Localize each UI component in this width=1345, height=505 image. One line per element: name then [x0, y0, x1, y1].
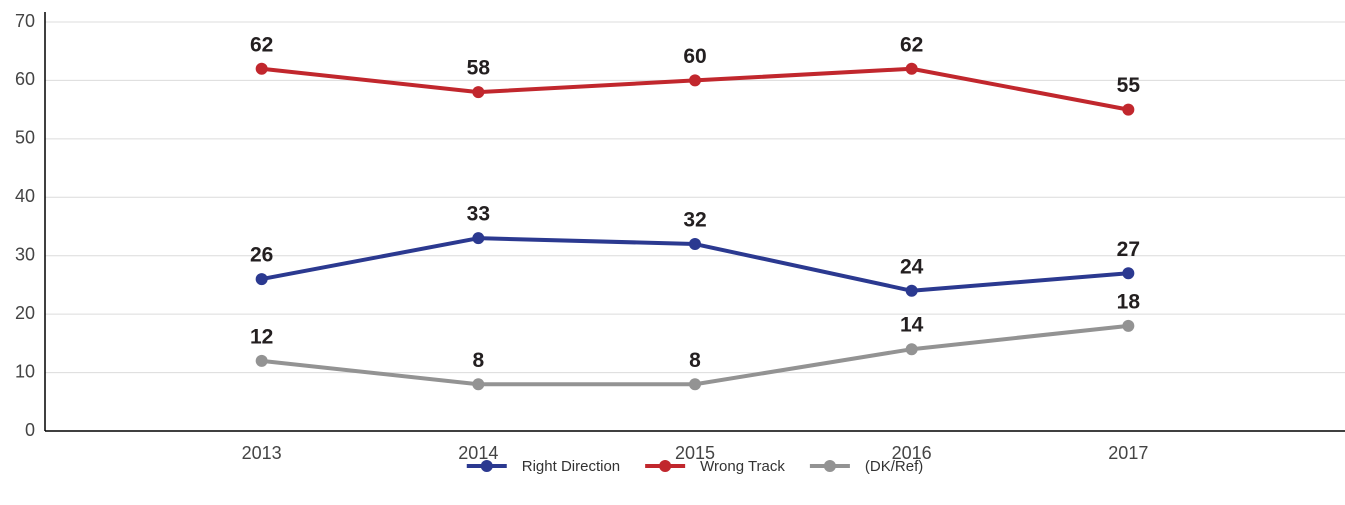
- data-label: 55: [1117, 74, 1141, 97]
- y-tick-label: 20: [15, 303, 35, 323]
- data-label: 8: [689, 349, 701, 372]
- x-tick-label: 2015: [675, 443, 715, 463]
- data-point: [472, 378, 485, 391]
- legend-label: Wrong Track: [700, 458, 785, 475]
- data-label: 32: [683, 209, 706, 232]
- data-point: [905, 343, 918, 356]
- data-label: 33: [467, 203, 490, 226]
- legend-dot: [659, 460, 672, 472]
- data-point: [1122, 103, 1135, 116]
- data-label: 58: [467, 57, 491, 80]
- data-point: [1122, 319, 1135, 332]
- legend-label: Right Direction: [522, 458, 620, 475]
- data-label: 24: [900, 255, 924, 278]
- x-tick-label: 2017: [1108, 443, 1148, 463]
- data-point: [689, 378, 701, 391]
- data-point: [255, 354, 268, 367]
- x-tick-label: 2014: [458, 443, 498, 463]
- data-point: [472, 232, 485, 245]
- data-point: [255, 62, 268, 75]
- y-tick-label: 30: [15, 244, 35, 264]
- legend: Right Direction Wrong Track (DK/Ref): [466, 458, 923, 475]
- y-tick-label: 10: [15, 361, 35, 381]
- data-point: [905, 62, 918, 75]
- data-label: 14: [900, 314, 924, 337]
- data-label: 26: [250, 244, 273, 267]
- legend-dot: [480, 460, 493, 472]
- data-point: [1122, 267, 1135, 280]
- data-label: 18: [1117, 290, 1141, 313]
- data-point: [689, 238, 701, 251]
- data-label: 60: [683, 45, 706, 68]
- data-label: 27: [1117, 238, 1140, 261]
- data-point: [472, 86, 485, 99]
- legend-label: (DK/Ref): [865, 458, 923, 475]
- data-point: [905, 284, 918, 297]
- data-point: [689, 74, 701, 87]
- y-tick-label: 0: [25, 420, 35, 440]
- x-tick-label: 2013: [242, 443, 282, 463]
- y-tick-label: 40: [15, 186, 35, 206]
- data-label: 12: [250, 325, 273, 348]
- data-label: 62: [250, 33, 273, 56]
- y-tick-label: 50: [15, 128, 35, 148]
- y-tick-label: 60: [15, 69, 35, 89]
- x-tick-label: 2016: [892, 443, 932, 463]
- y-tick-label: 70: [15, 11, 35, 31]
- legend-dot: [823, 460, 836, 472]
- data-label: 62: [900, 33, 923, 56]
- data-label: 8: [472, 349, 484, 372]
- data-point: [255, 273, 268, 286]
